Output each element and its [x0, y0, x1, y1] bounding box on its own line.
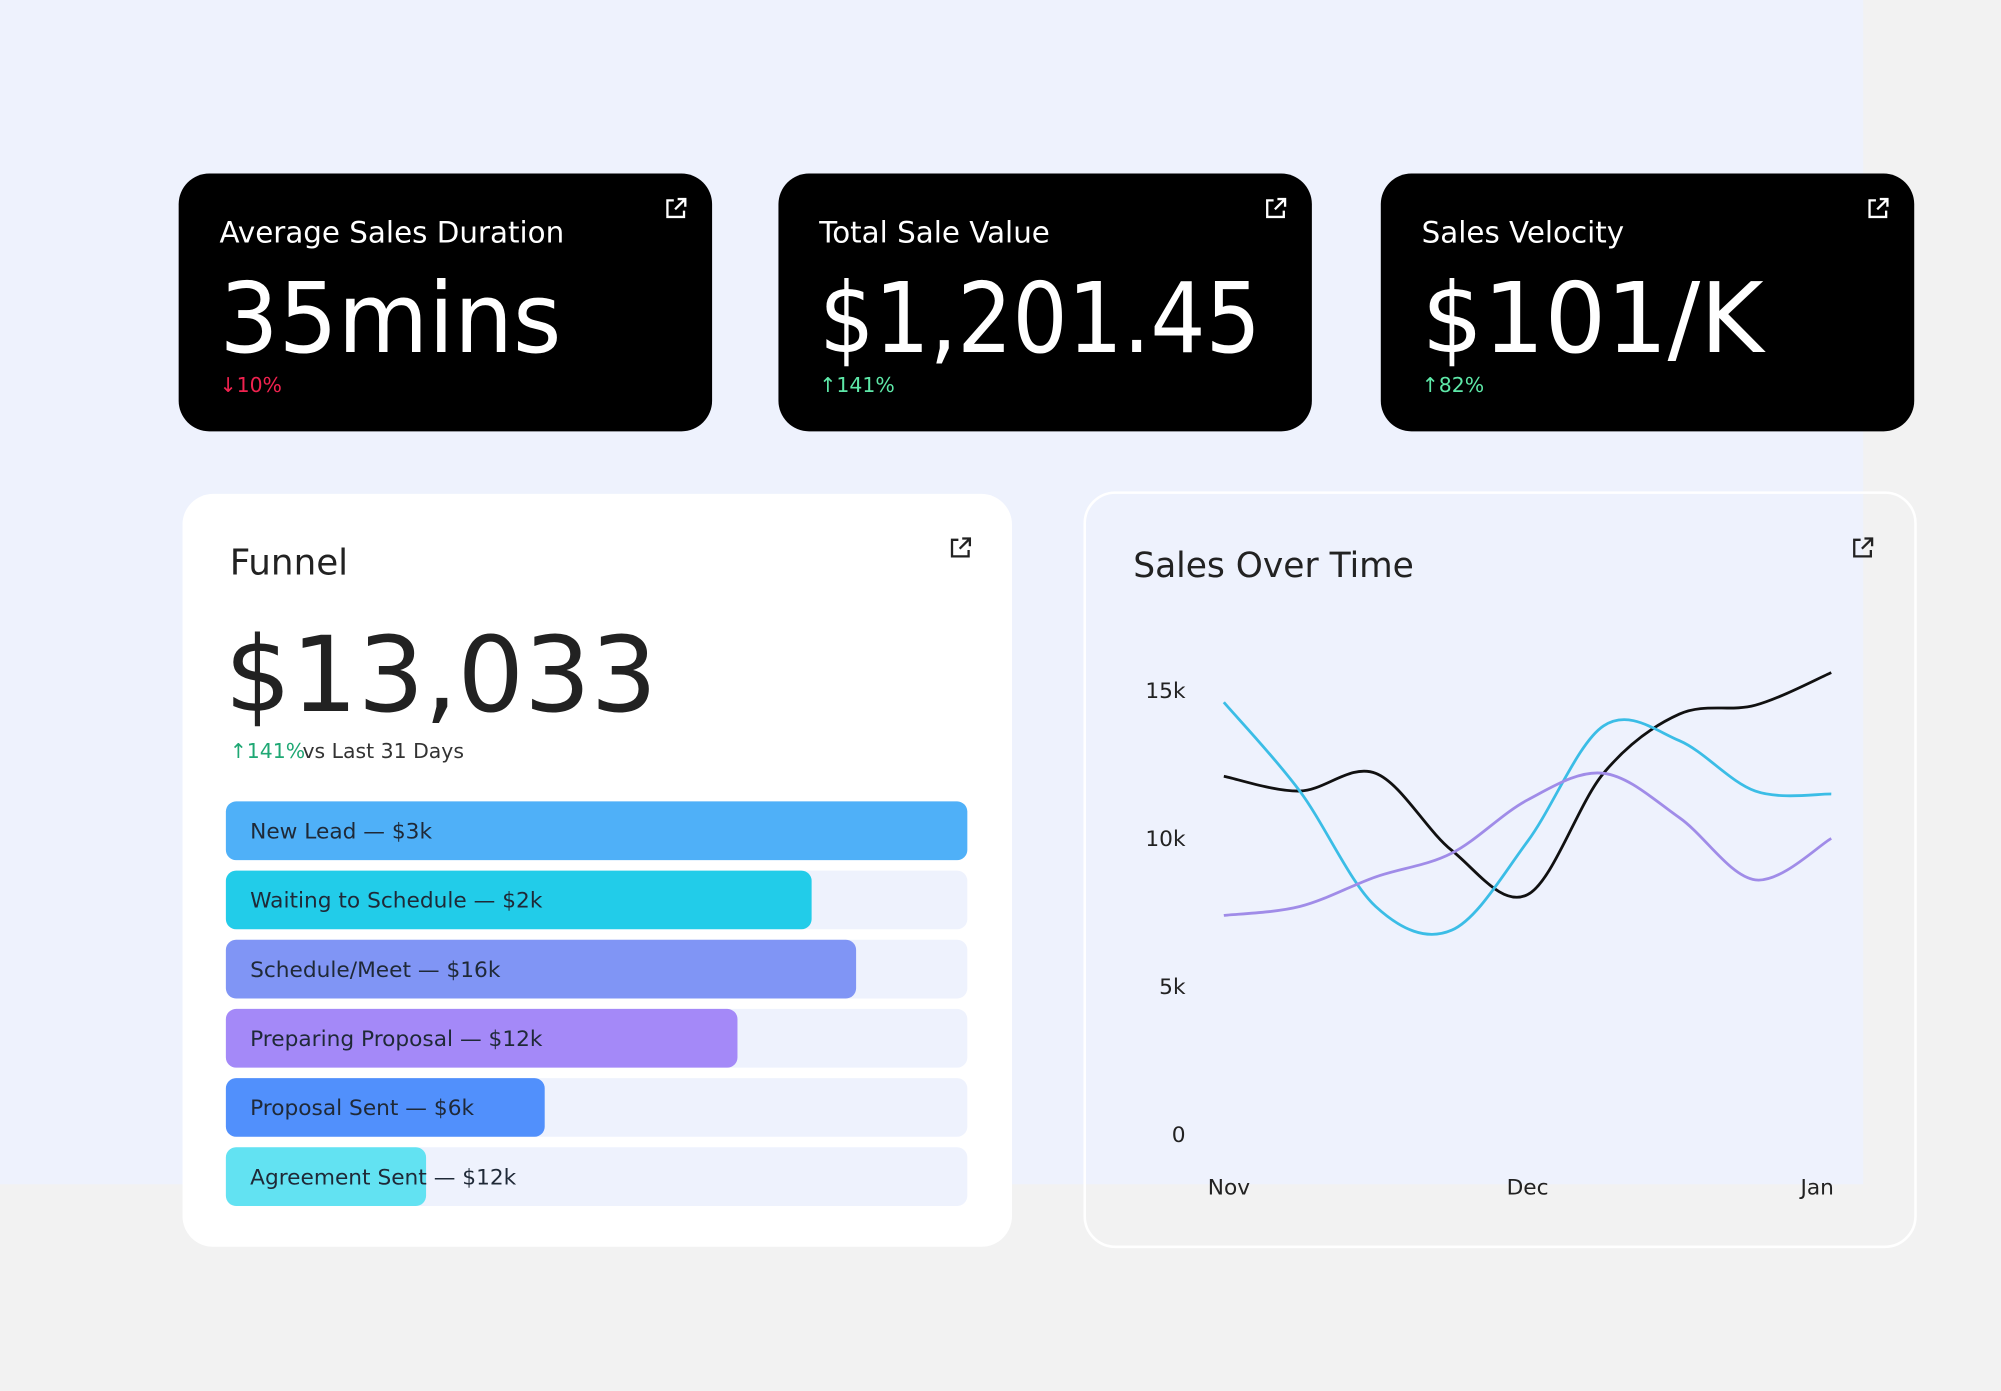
chart-card: [1083, 491, 1917, 1249]
x-tick-label: Jan: [1799, 1175, 1834, 1200]
chart-title: Sales Over Time: [1133, 546, 1414, 586]
series-line: [1223, 671, 1832, 899]
stage-bar: [225, 1008, 738, 1068]
y-tick-label: 5k: [1159, 975, 1186, 1000]
funnel-value: $13,033: [225, 614, 658, 736]
open-icon[interactable]: [950, 537, 972, 558]
kpi-title: Sales Velocity: [1422, 215, 1625, 249]
line-chart: 0 5k 10k 15k Nov Dec Jan: [1145, 671, 1834, 1200]
kpi-title: Average Sales Duration: [219, 215, 564, 249]
stage-bar: [225, 1147, 427, 1206]
kpi-value: $101/K: [1422, 262, 1766, 375]
kpi-delta: ↑82%: [1422, 373, 1484, 397]
kpi-value: $1,201.45: [819, 262, 1261, 375]
stage-bar: [225, 939, 857, 999]
kpi-card: [778, 173, 1312, 432]
funnel-delta: ↑141%: [230, 739, 305, 763]
funnel-delta-note: vs Last 31 Days: [302, 739, 464, 763]
kpi-cards: Average Sales Duration 35mins↓10% Total Sa…: [178, 173, 1915, 432]
stage-bar: [225, 1078, 545, 1137]
x-tick-label: Nov: [1208, 1175, 1250, 1200]
kpi-card: [178, 173, 713, 432]
kpi-title: Total Sale Value: [818, 215, 1050, 249]
stage-label: Waiting to Schedule — $2k: [250, 889, 543, 914]
kpi-card: [1380, 173, 1915, 432]
y-tick-label: 10k: [1145, 827, 1186, 852]
funnel-stages: New Lead — $3k Waiting to Schedule — $2k S…: [225, 801, 968, 1206]
open-icon[interactable]: [1868, 197, 1889, 219]
icon-path: [1266, 197, 1287, 219]
kpi-delta: ↓10%: [219, 373, 281, 397]
icon-path: [666, 197, 687, 219]
open-icon[interactable]: [1266, 197, 1287, 219]
stage-label: New Lead — $3k: [250, 819, 432, 844]
open-icon[interactable]: [1853, 537, 1874, 558]
icon-path: [1868, 197, 1889, 219]
y-tick-label: 0: [1172, 1123, 1186, 1148]
stage-label: Preparing Proposal — $12k: [250, 1027, 543, 1052]
stage-bar: [225, 801, 968, 861]
stage-label: Proposal Sent — $6k: [250, 1096, 474, 1121]
kpi-value: 35mins: [219, 262, 561, 375]
open-icon[interactable]: [666, 197, 687, 219]
stage-label: Agreement Sent — $12k: [250, 1165, 517, 1190]
series-line: [1223, 771, 1832, 917]
x-tick-label: Dec: [1507, 1175, 1549, 1200]
stage-bar: [225, 870, 812, 930]
y-tick-label: 15k: [1145, 679, 1186, 704]
series-line: [1222, 701, 1832, 936]
stage-label: Schedule/Meet — $16k: [250, 958, 501, 983]
kpi-delta: ↑141%: [819, 373, 894, 397]
funnel-title: Funnel: [230, 542, 348, 583]
